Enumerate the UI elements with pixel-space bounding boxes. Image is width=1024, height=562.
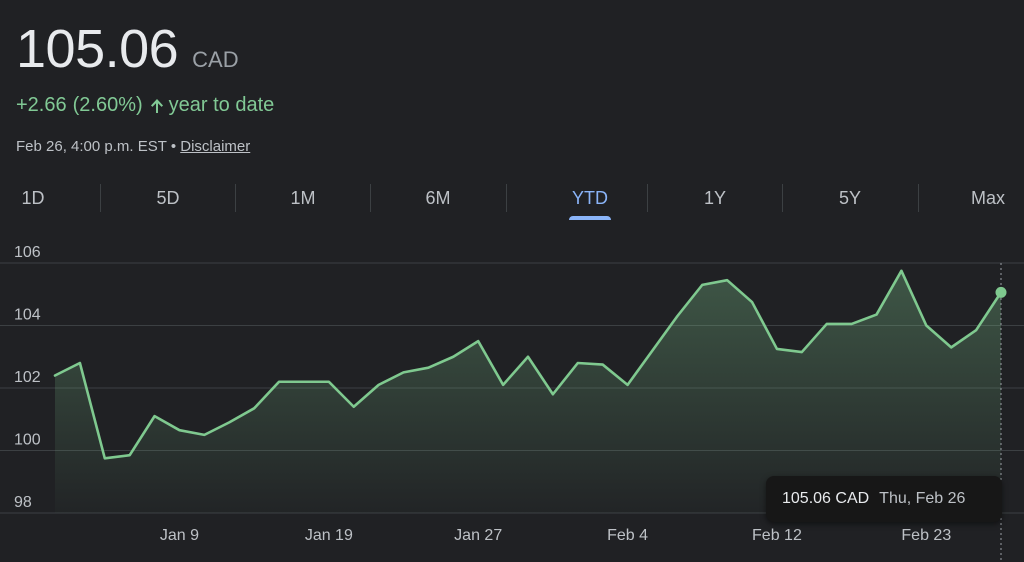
active-tab-indicator — [569, 216, 611, 220]
y-tick-label: 98 — [14, 494, 32, 511]
tooltip-date: Thu, Feb 26 — [879, 490, 966, 507]
x-tick-label: Feb 4 — [607, 527, 648, 544]
y-tick-label: 100 — [14, 432, 41, 449]
highlight-point — [995, 286, 1007, 298]
y-tick-label: 104 — [14, 307, 41, 324]
tab-ytd[interactable]: YTD — [520, 180, 660, 220]
tab-1y[interactable]: 1Y — [665, 180, 765, 220]
range-tabs: 1D 5D 1M 6M YTD 1Y 5Y Max — [0, 180, 1024, 220]
x-tick-label: Jan 27 — [454, 527, 502, 544]
price-area — [55, 270, 1001, 513]
tab-label: 5Y — [838, 188, 862, 208]
tab-1d[interactable]: 1D — [0, 180, 66, 220]
tab-max[interactable]: Max — [948, 180, 1024, 220]
tooltip-price: 105.06 CAD — [782, 490, 870, 507]
tab-5d[interactable]: 5D — [118, 180, 218, 220]
tab-label: YTD — [572, 188, 608, 208]
price-currency: CAD — [192, 47, 239, 72]
x-tick-label: Jan 19 — [305, 527, 353, 544]
x-tick-label: Jan 9 — [160, 527, 199, 544]
separator-dot: • — [170, 138, 177, 155]
chart-tooltip: 105.06 CAD Thu, Feb 26 — [766, 476, 1002, 522]
tab-5y[interactable]: 5Y — [800, 180, 900, 220]
arrow-up-icon — [150, 98, 164, 114]
change-row: +2.66 (2.60%) year to date — [16, 94, 274, 117]
tab-label: 1Y — [703, 188, 727, 208]
price-line — [53, 269, 1003, 460]
tab-label: 1D — [21, 188, 45, 208]
tab-label: 5D — [156, 188, 180, 208]
price-row: 105.06 CAD — [16, 18, 239, 80]
tab-label: 6M — [425, 188, 451, 208]
tab-label: Max — [970, 188, 1005, 208]
change-percent: (2.60%) — [72, 94, 143, 116]
timestamp-row: Feb 26, 4:00 p.m. EST • Disclaimer — [16, 138, 250, 155]
tab-1m[interactable]: 1M — [253, 180, 353, 220]
tab-label: 1M — [290, 188, 316, 208]
y-tick-label: 106 — [14, 244, 41, 261]
disclaimer-link[interactable]: Disclaimer — [180, 138, 251, 155]
y-tick-label: 102 — [14, 369, 41, 386]
x-tick-label: Feb 12 — [752, 527, 802, 544]
x-tick-label: Feb 23 — [901, 527, 951, 544]
price-value: 105.06 — [16, 19, 179, 79]
timestamp: Feb 26, 4:00 p.m. EST — [16, 138, 167, 155]
tab-6m[interactable]: 6M — [388, 180, 488, 220]
period-label: year to date — [168, 94, 275, 116]
change-value: +2.66 — [16, 94, 67, 116]
